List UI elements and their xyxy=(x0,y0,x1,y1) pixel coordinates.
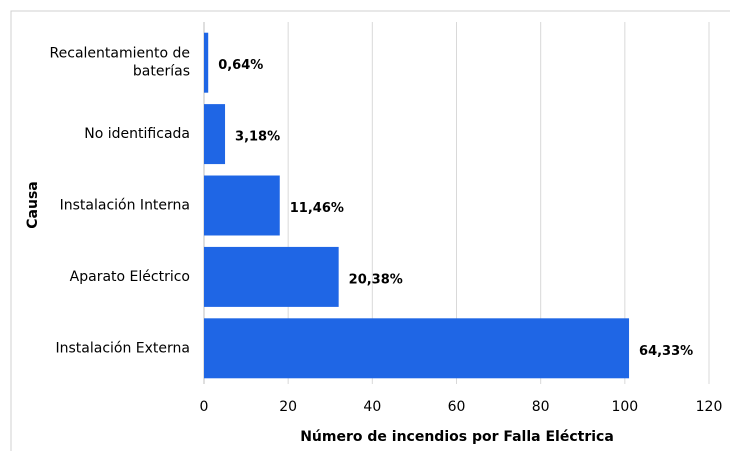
x-tick-label: 0 xyxy=(200,399,209,415)
y-tick-label: Aparato Eléctrico xyxy=(70,269,190,285)
bar xyxy=(204,246,339,307)
data-label: 20,38% xyxy=(349,272,403,287)
x-tick-label: 100 xyxy=(611,399,638,415)
bar xyxy=(204,318,630,379)
data-label: 0,64% xyxy=(218,58,263,73)
y-tick-label: Instalación Interna xyxy=(60,198,190,214)
x-tick-label: 20 xyxy=(279,399,297,415)
data-label: 3,18% xyxy=(235,130,280,145)
y-tick-label: Recalentamiento de baterías xyxy=(50,46,190,80)
x-axis-title: Número de incendios por Falla Eléctrica xyxy=(300,429,614,445)
y-axis-title: Causa xyxy=(25,181,41,228)
y-tick-label: Instalación Externa xyxy=(55,340,190,356)
bar xyxy=(204,32,209,93)
x-tick-label: 120 xyxy=(696,399,723,415)
x-tick-label: 60 xyxy=(448,399,466,415)
data-label: 11,46% xyxy=(290,201,344,216)
x-tick-label: 80 xyxy=(532,399,550,415)
y-tick-label: No identificada xyxy=(84,126,190,142)
chart-frame xyxy=(10,10,730,451)
bar xyxy=(204,104,226,165)
x-tick-label: 40 xyxy=(363,399,381,415)
data-label: 64,33% xyxy=(639,344,693,359)
bar xyxy=(204,175,280,236)
